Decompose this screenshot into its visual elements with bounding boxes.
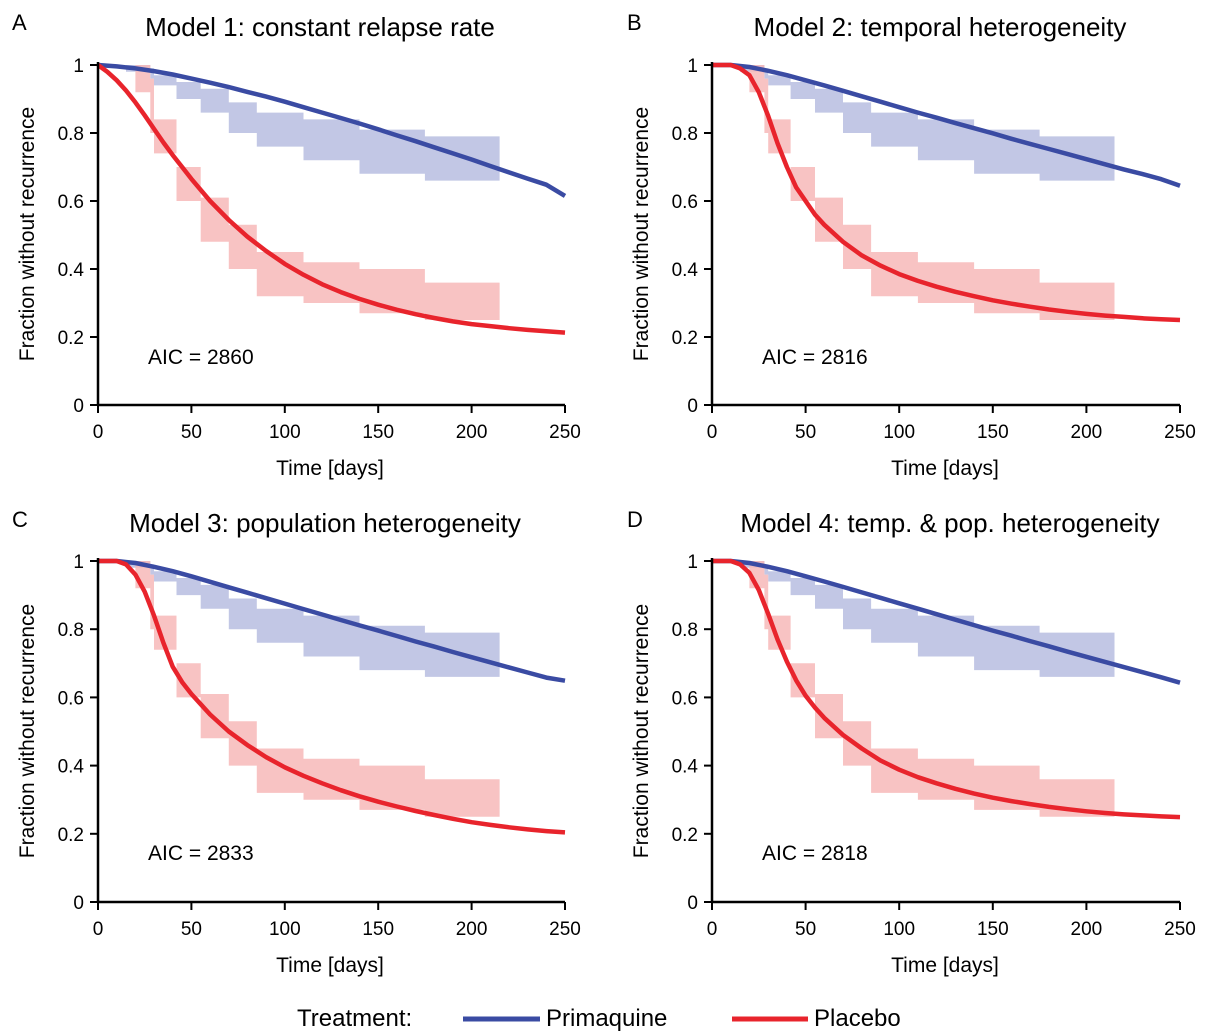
x-tick-label: 250	[1164, 422, 1196, 443]
panel-title: Model 4: temp. & pop. heterogeneity	[740, 508, 1159, 538]
x-tick-label: 100	[883, 919, 915, 940]
primaquine-confidence-band	[98, 561, 500, 677]
x-tick-label: 0	[707, 919, 718, 940]
x-axis-label: Time [days]	[891, 457, 999, 480]
x-tick-label: 200	[456, 422, 488, 443]
y-tick-label: 0.6	[672, 688, 698, 709]
legend: Treatment: Primaquine Placebo	[297, 1005, 901, 1032]
legend-label-primaquine: Primaquine	[546, 1005, 667, 1032]
primaquine-confidence-band	[712, 65, 1115, 181]
panel-b: B Model 2: temporal heterogeneity Time […	[627, 10, 1196, 480]
primaquine-fit-line	[712, 558, 1181, 685]
x-tick-label: 150	[977, 422, 1009, 443]
y-axis-label: Fraction without recurrence	[16, 604, 39, 858]
panel-d: D Model 4: temp. & pop. heterogeneity Ti…	[627, 507, 1196, 977]
x-tick-label: 50	[181, 422, 202, 443]
primaquine-fit-line	[97, 62, 567, 198]
placebo-fit-line	[712, 558, 1181, 820]
y-tick-label: 0.2	[58, 825, 84, 846]
placebo-fit-line	[712, 62, 1181, 323]
aic-annotation: AIC = 2816	[762, 346, 868, 369]
placebo-fit-line	[98, 558, 566, 835]
y-tick-label: 1	[73, 552, 84, 573]
y-tick-label: 0.4	[58, 757, 85, 778]
panel-letter: A	[12, 10, 27, 35]
x-tick-label: 150	[362, 422, 394, 443]
primaquine-confidence-band	[98, 65, 500, 181]
panel-letter: D	[627, 507, 643, 532]
y-tick-label: 0.4	[672, 757, 699, 778]
y-tick-label: 0	[73, 396, 84, 417]
y-tick-label: 0.8	[672, 620, 698, 641]
plot-area: 0 50 100 150 200 250 0 0.2 0.4 0.6 0.8 1	[58, 552, 581, 940]
panel-title: Model 2: temporal heterogeneity	[754, 12, 1127, 42]
plot-area: 0 50 100 150 200 250 0 0.2 0.4 0.6 0.8 1	[672, 56, 1196, 443]
x-tick-label: 50	[795, 422, 816, 443]
x-tick-label: 50	[181, 919, 202, 940]
legend-title: Treatment:	[297, 1005, 412, 1032]
x-tick-label: 250	[549, 919, 581, 940]
y-tick-label: 0.8	[58, 124, 84, 145]
legend-label-placebo: Placebo	[814, 1005, 901, 1032]
y-tick-label: 0.8	[58, 620, 84, 641]
x-tick-label: 0	[93, 919, 104, 940]
y-axis-label: Fraction without recurrence	[630, 604, 653, 858]
x-tick-label: 200	[1071, 919, 1103, 940]
placebo-confidence-band	[712, 561, 1115, 817]
y-tick-label: 0.8	[672, 124, 698, 145]
x-axis-label: Time [days]	[276, 954, 384, 977]
aic-annotation: AIC = 2818	[762, 842, 868, 865]
x-tick-label: 150	[362, 919, 394, 940]
x-axis-label: Time [days]	[891, 954, 999, 977]
y-tick-label: 1	[687, 552, 698, 573]
x-tick-label: 250	[549, 422, 581, 443]
panel-title: Model 1: constant relapse rate	[145, 12, 495, 42]
y-tick-label: 0	[687, 893, 698, 914]
x-tick-label: 100	[269, 422, 301, 443]
panel-c: C Model 3: population heterogeneity Time…	[12, 507, 581, 977]
primaquine-confidence-band	[712, 561, 1115, 677]
x-tick-label: 0	[707, 422, 718, 443]
y-tick-label: 0.6	[672, 192, 698, 213]
placebo-confidence-band	[98, 65, 500, 320]
x-tick-label: 100	[883, 422, 915, 443]
y-tick-label: 0	[73, 893, 84, 914]
aic-annotation: AIC = 2833	[148, 842, 254, 865]
plot-area: 0 50 100 150 200 250 0 0.2 0.4 0.6 0.8 1	[672, 552, 1196, 940]
panel-letter: C	[12, 507, 28, 532]
primaquine-fit-line	[712, 62, 1181, 188]
y-tick-label: 0.6	[58, 688, 84, 709]
y-tick-label: 0.4	[672, 260, 699, 281]
y-tick-label: 1	[687, 56, 698, 77]
panel-a: A Model 1: constant relapse rate Time [d…	[12, 10, 581, 480]
y-tick-label: 1	[73, 56, 84, 77]
x-tick-label: 50	[795, 919, 816, 940]
y-tick-label: 0.2	[58, 328, 84, 349]
y-tick-label: 0.6	[58, 192, 84, 213]
x-tick-label: 200	[1071, 422, 1103, 443]
y-tick-label: 0.4	[58, 260, 85, 281]
aic-annotation: AIC = 2860	[148, 346, 254, 369]
y-tick-label: 0.2	[672, 825, 698, 846]
primaquine-fit-line	[98, 558, 566, 683]
placebo-confidence-band	[712, 65, 1115, 320]
y-tick-label: 0.2	[672, 328, 698, 349]
panel-title: Model 3: population heterogeneity	[129, 508, 521, 538]
x-tick-label: 250	[1164, 919, 1196, 940]
x-tick-label: 150	[977, 919, 1009, 940]
x-tick-label: 200	[456, 919, 488, 940]
placebo-fit-line	[96, 63, 566, 335]
y-axis-label: Fraction without recurrence	[630, 107, 653, 361]
plot-area: 0 50 100 150 200 250 0 0.2 0.4 0.6 0.8 1	[58, 56, 581, 443]
y-tick-label: 0	[687, 396, 698, 417]
y-axis-label: Fraction without recurrence	[16, 107, 39, 361]
placebo-confidence-band	[98, 561, 500, 817]
x-tick-label: 0	[93, 422, 104, 443]
x-tick-label: 100	[269, 919, 301, 940]
x-axis-label: Time [days]	[276, 457, 384, 480]
panel-letter: B	[627, 10, 642, 35]
